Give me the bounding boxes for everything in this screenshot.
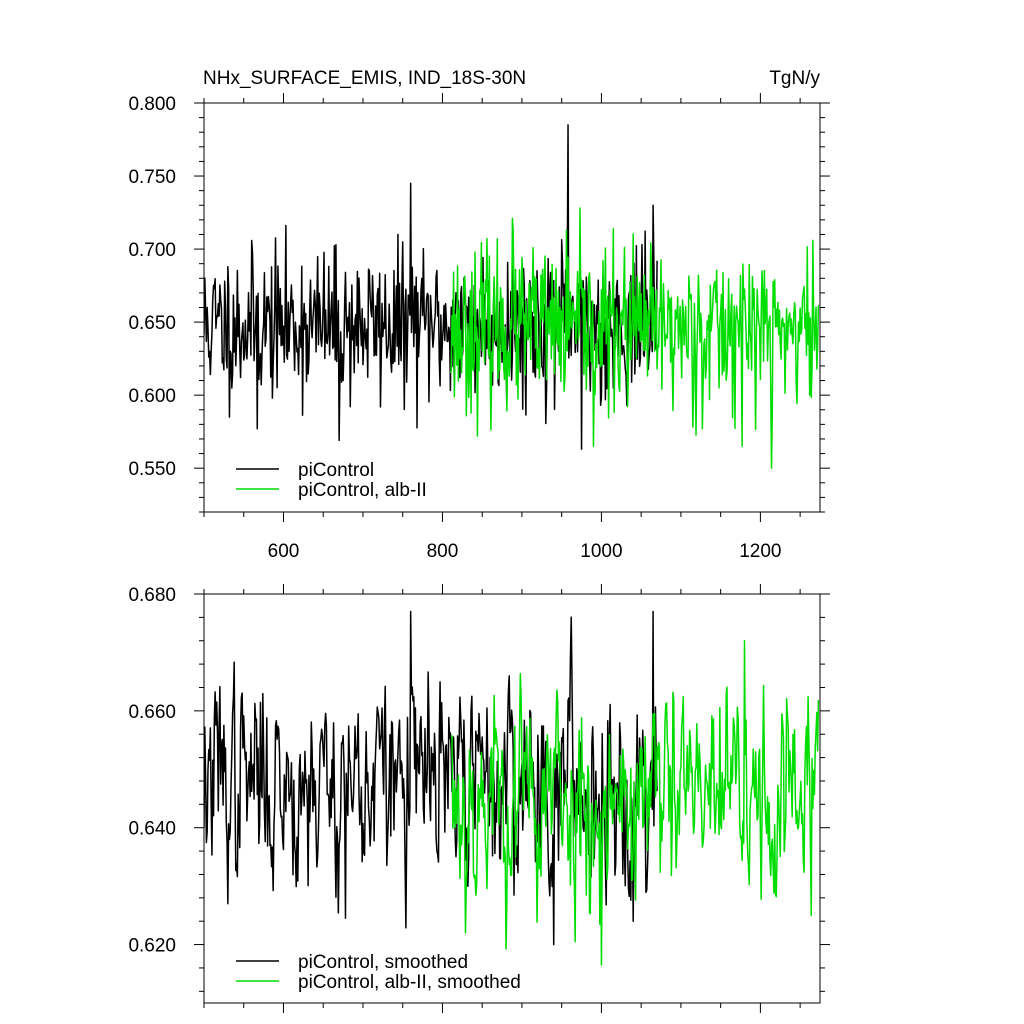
y-tick-label: 0.650 <box>128 313 176 334</box>
legend-label: piControl, alb-II, smoothed <box>298 972 521 993</box>
legend-label: piControl, alb-II <box>298 480 427 501</box>
x-tick-label: 800 <box>427 541 459 562</box>
y-tick-label: 0.550 <box>128 459 176 480</box>
top-panel: NHx_SURFACE_EMIS, IND_18S-30N TgN/y 0.55… <box>128 68 830 562</box>
series-line-alb-ii <box>449 207 820 469</box>
top-panel-title: NHx_SURFACE_EMIS, IND_18S-30N <box>203 68 526 89</box>
x-tick-label: 600 <box>268 541 300 562</box>
y-tick-label: 0.600 <box>128 386 176 407</box>
series-line-picontrol <box>204 124 658 450</box>
x-tick-label: 1200 <box>739 541 781 562</box>
y-tick-label: 0.750 <box>128 167 176 188</box>
top-panel-axes: 0.550 0.600 0.650 0.700 0.750 0.800 600 800 1000… <box>128 93 830 562</box>
x-tick-label: 1000 <box>580 541 622 562</box>
bottom-panel: 0.620 0.640 0.660 0.680 piControl, smoothed… <box>128 584 830 1013</box>
y-tick-label: 0.800 <box>128 94 176 115</box>
top-panel-units: TgN/y <box>769 68 820 89</box>
bottom-panel-axes: 0.620 0.640 0.660 0.680 <box>128 584 830 1013</box>
y-tick-label: 0.680 <box>128 585 176 606</box>
legend-label: piControl, smoothed <box>298 952 468 973</box>
y-tick-label: 0.640 <box>128 819 176 840</box>
bottom-panel-series-layer <box>204 610 820 966</box>
top-panel-series-layer <box>204 124 820 469</box>
series-line-alb-ii <box>451 639 820 966</box>
y-tick-label: 0.660 <box>128 702 176 723</box>
legend-label: piControl <box>298 460 374 481</box>
y-tick-label: 0.700 <box>128 240 176 261</box>
y-tick-label: 0.620 <box>128 936 176 957</box>
plot-frame <box>203 593 821 1004</box>
